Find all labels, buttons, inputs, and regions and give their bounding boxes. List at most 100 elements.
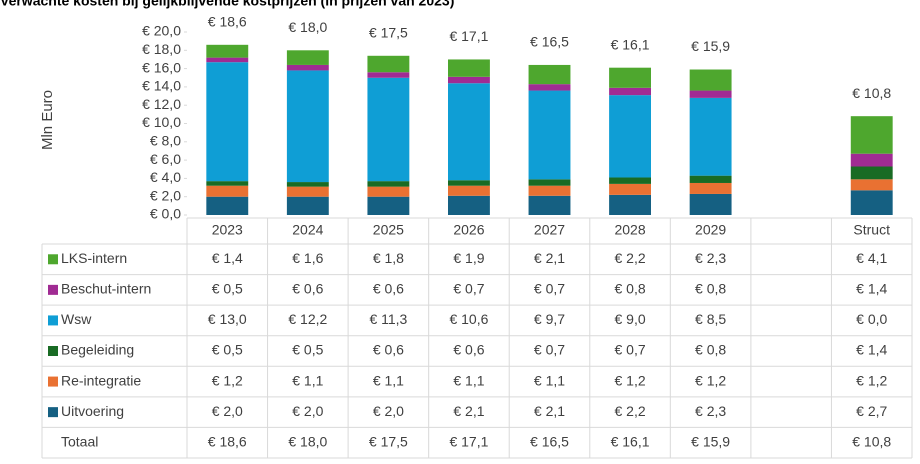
table-value: € 1,1 bbox=[373, 372, 404, 388]
table-value: € 2,3 bbox=[695, 403, 726, 419]
table-value: € 1,4 bbox=[856, 281, 887, 297]
table-value: € 1,6 bbox=[292, 250, 323, 266]
table-value: € 12,2 bbox=[288, 311, 327, 327]
table-value: € 0,7 bbox=[614, 342, 645, 358]
legend-label: Begeleiding bbox=[61, 342, 134, 358]
y-tick-label: € 20,0 bbox=[142, 23, 181, 39]
table-value: € 2,1 bbox=[534, 250, 565, 266]
table-value: € 17,5 bbox=[369, 433, 408, 449]
table-value: € 1,2 bbox=[695, 372, 726, 388]
total-label: € 10,8 bbox=[852, 85, 891, 101]
bar-segment bbox=[286, 70, 329, 183]
bar-segment bbox=[528, 84, 571, 91]
total-label: € 18,0 bbox=[288, 19, 327, 35]
table-value: € 10,6 bbox=[449, 311, 488, 327]
legend-label: Beschut-intern bbox=[61, 281, 151, 297]
table-value: € 9,0 bbox=[614, 311, 645, 327]
table-value: € 0,6 bbox=[292, 281, 323, 297]
bar-segment bbox=[689, 90, 732, 98]
table-value: € 1,9 bbox=[453, 250, 484, 266]
bar-segment bbox=[689, 193, 732, 215]
table-value: € 2,0 bbox=[212, 403, 243, 419]
legend-label: Uitvoering bbox=[61, 403, 124, 419]
bar-segment bbox=[850, 179, 893, 191]
table-value: € 15,9 bbox=[691, 433, 730, 449]
bar-segment bbox=[448, 83, 490, 181]
table-value: € 1,1 bbox=[292, 372, 323, 388]
bar-segment bbox=[850, 190, 893, 215]
table-value: € 1,2 bbox=[212, 372, 243, 388]
total-label: € 16,1 bbox=[611, 36, 650, 52]
table-value: € 0,7 bbox=[534, 281, 565, 297]
y-tick-label: € 12,0 bbox=[142, 96, 181, 112]
bar-segment bbox=[528, 90, 571, 180]
table-value: € 0,5 bbox=[212, 342, 243, 358]
bar-segment bbox=[689, 69, 732, 91]
bar-segment bbox=[528, 179, 571, 186]
table-value: € 1,8 bbox=[373, 250, 404, 266]
table-value: € 1,1 bbox=[453, 372, 484, 388]
bar-segment bbox=[448, 76, 490, 84]
table-value: € 9,7 bbox=[534, 311, 565, 327]
table-value: € 13,0 bbox=[208, 311, 247, 327]
table-value: € 2,2 bbox=[614, 250, 645, 266]
bar-segment bbox=[689, 97, 732, 176]
chart-title: Verwachte kosten bij gelijkblijvende kos… bbox=[0, 0, 454, 9]
table-value: € 1,4 bbox=[212, 250, 243, 266]
table-value: € 4,1 bbox=[856, 250, 887, 266]
x-tick-label: 2025 bbox=[373, 222, 404, 238]
bar-segment bbox=[367, 55, 410, 73]
table-value: € 8,5 bbox=[695, 311, 726, 327]
y-tick-label: € 2,0 bbox=[150, 187, 181, 203]
table-value: € 1,4 bbox=[856, 342, 887, 358]
y-tick-label: € 8,0 bbox=[150, 133, 181, 149]
y-tick-label: € 4,0 bbox=[150, 169, 181, 185]
table-value: € 2,3 bbox=[695, 250, 726, 266]
total-label: € 17,5 bbox=[369, 24, 408, 40]
table-value: € 2,7 bbox=[856, 403, 887, 419]
bar-segment bbox=[206, 196, 249, 215]
bar-segment bbox=[528, 64, 571, 85]
bar-segment bbox=[286, 64, 329, 71]
table-value: € 0,5 bbox=[292, 342, 323, 358]
table-value: € 0,0 bbox=[856, 311, 887, 327]
table-value: € 2,0 bbox=[373, 403, 404, 419]
total-label: € 18,6 bbox=[208, 14, 247, 30]
legend-swatch bbox=[48, 254, 58, 265]
table-value: € 18,6 bbox=[208, 433, 247, 449]
bar-segment bbox=[850, 153, 893, 167]
y-tick-label: € 6,0 bbox=[150, 151, 181, 167]
total-row-label: Totaal bbox=[61, 433, 98, 449]
bar-segment bbox=[448, 180, 490, 186]
legend-swatch bbox=[48, 346, 58, 356]
bar-segment bbox=[367, 181, 410, 187]
bar-segment bbox=[609, 183, 651, 195]
table-value: € 0,8 bbox=[614, 281, 645, 297]
bar-segment bbox=[206, 185, 249, 197]
bar-segment bbox=[448, 185, 490, 196]
table-value: € 16,5 bbox=[530, 433, 569, 449]
bar-segment bbox=[609, 177, 651, 184]
bar-segment bbox=[367, 186, 410, 197]
bar-segment bbox=[206, 44, 249, 58]
table-value: € 0,5 bbox=[212, 281, 243, 297]
bar-segment bbox=[286, 186, 329, 197]
table-value: € 1,2 bbox=[614, 372, 645, 388]
bar-segment bbox=[850, 116, 893, 154]
bar-segment bbox=[609, 87, 651, 96]
total-label: € 15,9 bbox=[691, 38, 730, 54]
table-value: € 17,1 bbox=[449, 433, 488, 449]
table-value: € 0,6 bbox=[373, 281, 404, 297]
y-tick-label: € 18,0 bbox=[142, 41, 181, 57]
y-tick-label: € 0,0 bbox=[150, 206, 181, 222]
table-value: € 2,1 bbox=[453, 403, 484, 419]
table-value: € 11,3 bbox=[369, 311, 407, 327]
table-value: € 2,2 bbox=[614, 403, 645, 419]
legend-label: LKS-intern bbox=[61, 250, 127, 266]
bar-segment bbox=[367, 77, 410, 182]
bar-segment bbox=[528, 195, 571, 215]
table-value: € 0,8 bbox=[695, 281, 726, 297]
bar-segment bbox=[609, 194, 651, 215]
y-tick-label: € 14,0 bbox=[142, 78, 181, 94]
